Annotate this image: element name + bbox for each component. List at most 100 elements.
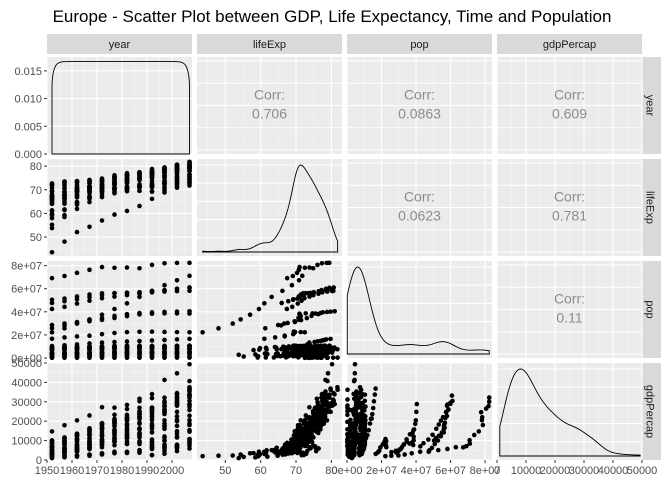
scatter-point (99, 404, 105, 410)
scatter-point (112, 265, 117, 271)
scatter-point (112, 348, 117, 354)
scatter-point (187, 393, 192, 398)
scatter-point (112, 405, 117, 410)
scatter-point (273, 351, 279, 357)
scatter-point (99, 218, 105, 223)
scatter-point (124, 435, 130, 441)
scatter-point (389, 449, 394, 455)
scatter-point (371, 399, 377, 404)
scatter-point (230, 321, 236, 326)
strip-top-pop: pop (347, 34, 492, 54)
scatter-point (62, 304, 67, 310)
scatter-point (49, 300, 55, 306)
scatter-point (149, 391, 155, 397)
scatter-point (162, 424, 167, 430)
scatter-point (124, 402, 130, 408)
scatter-point (137, 338, 142, 344)
scatter-point (429, 445, 435, 451)
scatter-point (305, 443, 310, 449)
scatter-point (87, 180, 92, 186)
scatter-point (355, 402, 361, 408)
scatter-point (74, 349, 80, 354)
scatter-point (137, 188, 142, 194)
scatter-point (347, 439, 353, 445)
scatter-point (87, 177, 92, 183)
scatter-point (297, 264, 302, 270)
scatter-point (174, 162, 180, 167)
scatter-point (311, 289, 317, 295)
panel-year-pop: Corr: 0.0863 (346, 57, 492, 154)
scatter-point (162, 287, 167, 293)
scatter-point (62, 422, 67, 428)
y-tick-label: 4e+07 (11, 307, 42, 319)
scatter-point (74, 437, 80, 443)
scatter-point (308, 290, 313, 296)
scatter-point (99, 194, 105, 200)
scatter-point (49, 208, 55, 214)
x-tick-label: 1960 (60, 465, 84, 477)
strip-right-label: pop (644, 300, 656, 318)
scatter-point (426, 449, 431, 455)
scatter-point (297, 353, 303, 359)
scatter-point (305, 433, 311, 439)
x-tick-label: 60 (255, 465, 267, 477)
scatter-point (49, 275, 55, 281)
scatter-point (99, 423, 105, 428)
x-tick-label: 80 (325, 465, 337, 477)
scatter-point (292, 319, 298, 325)
scatter-point (137, 398, 142, 404)
scatter-point (74, 206, 80, 212)
scatter-point (99, 433, 105, 439)
scatter-point (99, 348, 105, 353)
scatter-point (411, 427, 417, 432)
panel-pop-pop (346, 261, 492, 358)
scatter-point (187, 346, 192, 352)
scatter-point (303, 423, 309, 429)
scatter-point (149, 172, 155, 177)
strip-top-lifeExp: lifeExp (197, 34, 342, 54)
scatter-point (174, 434, 180, 440)
scatter-point (124, 353, 130, 359)
scatter-point (331, 288, 336, 294)
scatter-point (49, 189, 55, 194)
x-tick-label: 2e+07 (366, 465, 397, 477)
scatter-point (99, 331, 105, 337)
scatter-point (486, 399, 492, 405)
scatter-point (357, 433, 363, 439)
scatter-point (251, 347, 256, 353)
scatter-point (74, 270, 80, 276)
scatter-point (112, 423, 117, 429)
scatter-point (316, 430, 321, 436)
scatter-point (74, 185, 80, 191)
chart-title: Europe - Scatter Plot between GDP, Life … (53, 7, 612, 26)
scatter-point (112, 416, 117, 422)
scatter-point (430, 432, 435, 438)
y-tick-label: 0.015 (14, 66, 42, 78)
strip-right-year: year (640, 57, 661, 154)
scatter-point (187, 183, 192, 188)
scatter-point (174, 277, 180, 283)
scatter-point (290, 297, 296, 303)
scatter-point (373, 386, 378, 391)
scatter-point (137, 411, 142, 417)
x-tick-label: 0 (494, 465, 500, 477)
scatter-point (87, 298, 92, 304)
scatter-point (316, 413, 322, 419)
scatter-point (99, 437, 105, 442)
scatter-point (290, 438, 296, 443)
scatter-point (74, 195, 80, 200)
scatter-point (321, 353, 327, 358)
scatter-point (357, 438, 363, 444)
scatter-point (149, 395, 155, 401)
y-axis-pop: 0e+00 2e+07 4e+07 6e+07 8e+07 (11, 261, 47, 365)
scatter-point (348, 430, 353, 435)
scatter-point (330, 397, 336, 402)
scatter-point (174, 337, 180, 342)
scatter-point (310, 265, 316, 271)
scatter-point (335, 346, 340, 352)
scatter-point (331, 390, 336, 396)
y-axis-gdpPercap: 0 10000 20000 30000 40000 50000 (11, 358, 47, 467)
scatter-point (124, 422, 130, 427)
scatter-point (445, 446, 450, 452)
